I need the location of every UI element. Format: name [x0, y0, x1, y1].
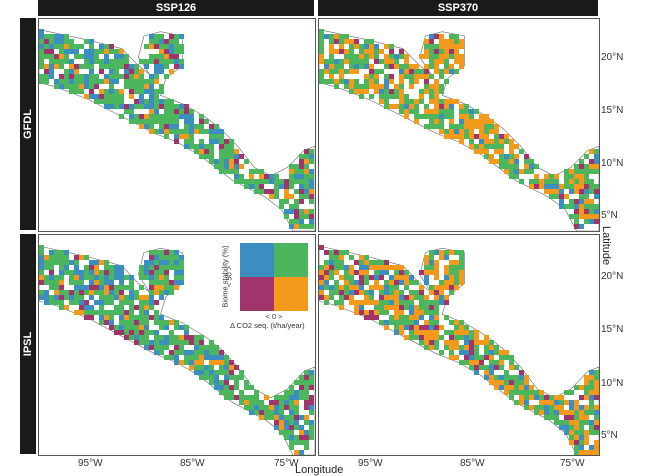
row-strip-ipsl: IPSL: [20, 234, 36, 454]
legend-cell-top-left: [240, 243, 274, 277]
y-tick-label: 10°N: [601, 158, 624, 169]
row-label: IPSL: [22, 331, 35, 357]
legend-cell-top-right: [274, 243, 308, 277]
x-tick-label: 95°W: [358, 458, 383, 469]
bivariate-cells: [39, 29, 314, 229]
y-tick-label: 15°N: [601, 105, 624, 116]
legend-cell-bottom-left: [240, 277, 274, 311]
bivariate-legend: Biome stability (%) < 50 > < 0 > Δ CO2 s…: [200, 238, 312, 330]
bivariate-cells: [319, 29, 599, 229]
bivariate-cells: [39, 245, 314, 455]
column-label: SSP126: [155, 2, 197, 14]
row-label: GFDL: [22, 109, 35, 139]
y-tick-label: 15°N: [601, 324, 624, 335]
bivariate-cells: [319, 245, 599, 455]
map-panel-gfdl-ssp126: [38, 18, 316, 232]
map-panel-gfdl-ssp370: [318, 18, 600, 232]
x-tick-label: 85°W: [460, 458, 485, 469]
map-canvas: [39, 29, 315, 231]
column-label: SSP370: [437, 2, 479, 14]
x-tick-label: 75°W: [274, 458, 299, 469]
y-axis-title: Latitude: [600, 226, 612, 266]
y-tick-label: 5°N: [601, 210, 618, 221]
row-strip-gfdl: GFDL: [20, 18, 36, 230]
y-tick-label: 20°N: [601, 52, 624, 63]
legend-x-label: Δ CO2 seq. (t/ha/year): [230, 321, 305, 330]
legend-x-marker: < 0 >: [265, 312, 283, 321]
y-tick-label: 5°N: [601, 430, 618, 441]
legend-cell-bottom-right: [274, 277, 308, 311]
x-axis-title: Longitude: [295, 464, 344, 476]
map-canvas: [39, 245, 315, 455]
y-tick-label: 20°N: [601, 271, 624, 282]
map-canvas: [319, 29, 599, 231]
y-tick-label: 10°N: [601, 378, 624, 389]
column-strip-ssp126: SSP126: [38, 0, 314, 16]
map-canvas: [319, 245, 599, 455]
column-strip-ssp370: SSP370: [318, 0, 598, 16]
x-tick-label: 85°W: [180, 458, 205, 469]
map-panel-ipsl-ssp370: [318, 234, 600, 456]
x-tick-label: 95°W: [78, 458, 103, 469]
x-tick-label: 75°W: [560, 458, 585, 469]
legend-y-marker: < 50 >: [224, 265, 234, 288]
